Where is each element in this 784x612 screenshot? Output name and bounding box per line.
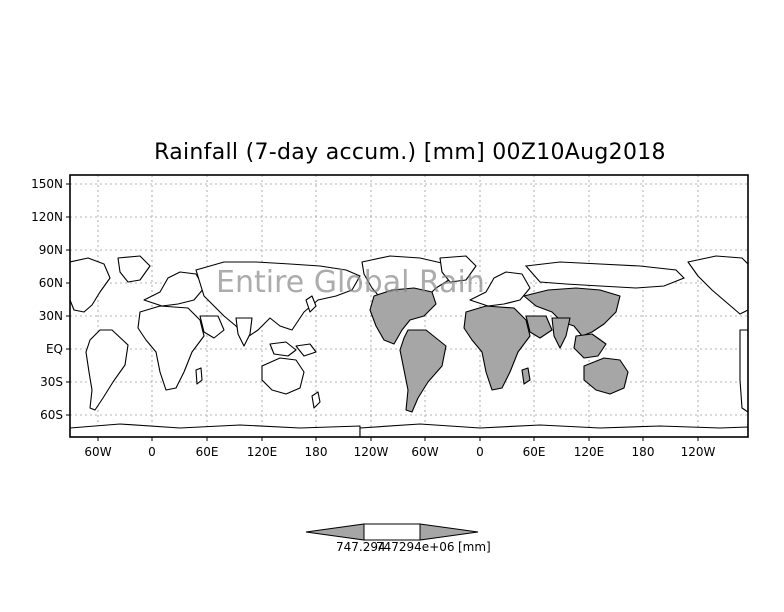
colorbar-low-arrow — [305, 523, 365, 541]
colorbar-swatch — [363, 523, 421, 541]
colorbar-min-label: 747.294 — [336, 540, 386, 554]
map-title: Rainfall (7-day accum.) [mm] 00Z10Aug201… — [154, 140, 666, 165]
y-tick-label: 60S — [40, 408, 63, 422]
x-tick-label: 120W — [354, 445, 389, 459]
y-tick-label: EQ — [46, 342, 63, 356]
x-tick-label: 0 — [148, 445, 156, 459]
y-tick-label: 150N — [31, 177, 63, 191]
continent-outlines — [70, 255, 361, 437]
x-tick-label: 60E — [196, 445, 219, 459]
x-tick-label: 120E — [574, 445, 605, 459]
colorbar-unit-label: [mm] — [458, 540, 491, 554]
y-tick-label: 90N — [39, 243, 63, 257]
rainfall-regions-white-arctic — [524, 261, 685, 289]
y-tick-marks — [66, 183, 70, 416]
overlay-label: Entire Global Rain — [216, 265, 485, 300]
x-tick-label: 120E — [247, 445, 278, 459]
y-tick-label: 30N — [39, 309, 63, 323]
x-tick-label: 60W — [411, 445, 438, 459]
y-tick-label: 60N — [39, 276, 63, 290]
x-tick-marks — [97, 437, 699, 441]
x-tick-label: 180 — [632, 445, 655, 459]
x-tick-label: 0 — [476, 445, 484, 459]
colorbar-max-label: 747294e+06 — [376, 540, 455, 554]
y-tick-label: 30S — [40, 375, 63, 389]
x-tick-label: 120W — [681, 445, 716, 459]
y-tick-label: 120N — [31, 210, 63, 224]
x-tick-label: 180 — [305, 445, 328, 459]
x-tick-label: 60E — [523, 445, 546, 459]
rainfall-regions — [369, 287, 629, 413]
colorbar-high-arrow — [419, 523, 479, 541]
colorbar — [305, 523, 479, 541]
x-tick-label: 60W — [84, 445, 111, 459]
plot-frame — [69, 174, 749, 438]
